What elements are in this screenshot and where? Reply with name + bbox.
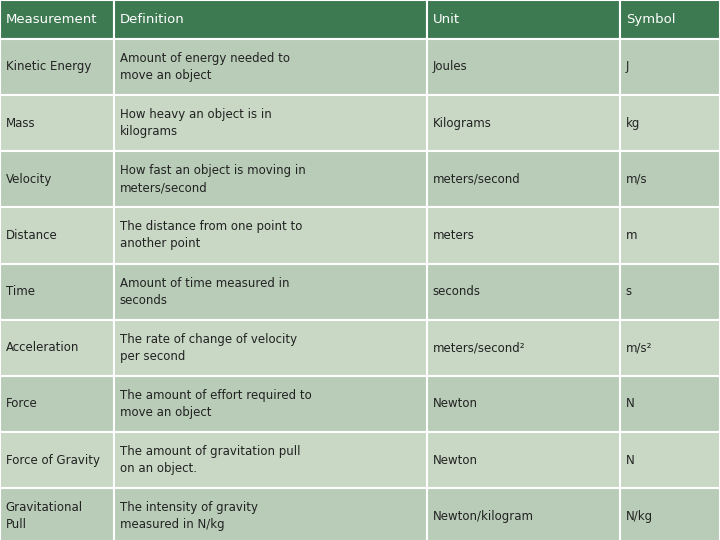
Text: Amount of time measured in
seconds: Amount of time measured in seconds: [120, 276, 289, 307]
Bar: [620, 488, 720, 540]
Text: Amount of energy needed to
move an object: Amount of energy needed to move an objec…: [120, 52, 289, 82]
Text: The amount of gravitation pull
on an object.: The amount of gravitation pull on an obj…: [120, 445, 300, 475]
Bar: [0, 95, 114, 151]
Text: Velocity: Velocity: [6, 173, 52, 186]
Text: Definition: Definition: [120, 13, 184, 26]
Bar: [427, 432, 620, 488]
Bar: [620, 376, 720, 432]
Bar: [114, 488, 427, 540]
Bar: [427, 151, 620, 207]
Bar: [114, 0, 427, 39]
Bar: [620, 432, 720, 488]
Text: Newton: Newton: [433, 397, 478, 410]
Bar: [114, 432, 427, 488]
Bar: [620, 320, 720, 376]
Bar: [114, 320, 427, 376]
Bar: [427, 320, 620, 376]
Bar: [427, 488, 620, 540]
Bar: [427, 376, 620, 432]
Text: How fast an object is moving in
meters/second: How fast an object is moving in meters/s…: [120, 164, 305, 194]
Bar: [427, 264, 620, 320]
Bar: [0, 151, 114, 207]
Bar: [0, 432, 114, 488]
Text: Force: Force: [6, 397, 37, 410]
Text: m: m: [626, 229, 637, 242]
Bar: [427, 0, 620, 39]
Text: The distance from one point to
another point: The distance from one point to another p…: [120, 220, 302, 251]
Bar: [620, 95, 720, 151]
Text: N/kg: N/kg: [626, 510, 653, 523]
Text: Kilograms: Kilograms: [433, 117, 492, 130]
Text: m/s: m/s: [626, 173, 647, 186]
Text: meters/second: meters/second: [433, 173, 521, 186]
Bar: [0, 320, 114, 376]
Text: The rate of change of velocity
per second: The rate of change of velocity per secon…: [120, 333, 297, 363]
Bar: [114, 207, 427, 264]
Text: How heavy an object is in
kilograms: How heavy an object is in kilograms: [120, 108, 271, 138]
Text: Newton/kilogram: Newton/kilogram: [433, 510, 534, 523]
Text: Joules: Joules: [433, 60, 467, 73]
Text: Newton: Newton: [433, 454, 478, 467]
Bar: [114, 39, 427, 95]
Bar: [114, 264, 427, 320]
Text: Time: Time: [6, 285, 35, 298]
Text: N: N: [626, 397, 634, 410]
Text: Kinetic Energy: Kinetic Energy: [6, 60, 91, 73]
Text: s: s: [626, 285, 632, 298]
Bar: [620, 0, 720, 39]
Text: Force of Gravity: Force of Gravity: [6, 454, 100, 467]
Bar: [427, 95, 620, 151]
Bar: [620, 39, 720, 95]
Bar: [0, 376, 114, 432]
Bar: [0, 0, 114, 39]
Bar: [114, 95, 427, 151]
Bar: [620, 151, 720, 207]
Bar: [0, 39, 114, 95]
Text: Measurement: Measurement: [6, 13, 97, 26]
Text: m/s²: m/s²: [626, 341, 652, 354]
Bar: [0, 207, 114, 264]
Text: Gravitational
Pull: Gravitational Pull: [6, 501, 83, 531]
Bar: [0, 488, 114, 540]
Text: The intensity of gravity
measured in N/kg: The intensity of gravity measured in N/k…: [120, 501, 258, 531]
Text: kg: kg: [626, 117, 640, 130]
Bar: [427, 207, 620, 264]
Bar: [114, 151, 427, 207]
Bar: [0, 264, 114, 320]
Bar: [620, 207, 720, 264]
Text: Distance: Distance: [6, 229, 58, 242]
Text: The amount of effort required to
move an object: The amount of effort required to move an…: [120, 389, 311, 419]
Text: N: N: [626, 454, 634, 467]
Text: meters/second²: meters/second²: [433, 341, 525, 354]
Text: J: J: [626, 60, 629, 73]
Bar: [427, 39, 620, 95]
Bar: [114, 376, 427, 432]
Text: Acceleration: Acceleration: [6, 341, 79, 354]
Text: seconds: seconds: [433, 285, 481, 298]
Text: meters: meters: [433, 229, 474, 242]
Text: Mass: Mass: [6, 117, 35, 130]
Text: Unit: Unit: [433, 13, 460, 26]
Text: Symbol: Symbol: [626, 13, 675, 26]
Bar: [620, 264, 720, 320]
